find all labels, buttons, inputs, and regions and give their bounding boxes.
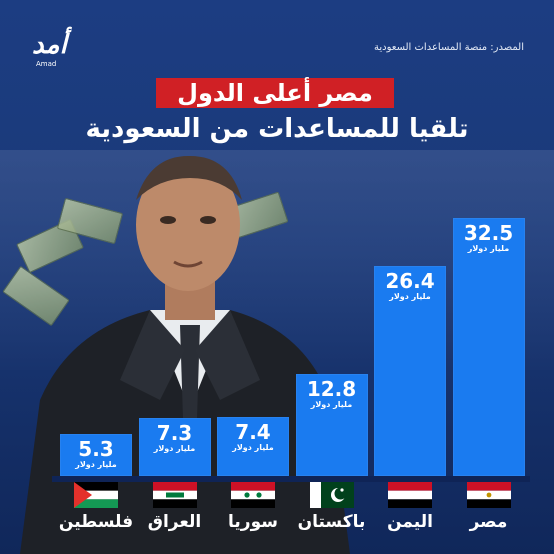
bar-value-label: 12.8 [306,377,357,401]
bar-unit-label: مليار دولار [232,443,274,452]
egypt-flag-icon [466,482,511,508]
category-label: العراق [147,512,202,532]
category-label: فلسطين [58,512,134,532]
syria-flag-icon [231,482,275,508]
bar-value-label: 7.4 [235,420,271,444]
category-label: باكستان [297,512,366,532]
bar [217,417,289,476]
bar-unit-label: مليار دولار [467,244,510,253]
bar-unit-label: مليار دولار [310,400,353,409]
logo-subtext: Amad [36,60,57,68]
category-label: سوريا [228,512,278,532]
bar-value-label: 7.3 [156,421,193,445]
source-text: المصدر: منصة المساعدات السعودية [374,42,524,53]
title-highlight: مصر أعلى الدول [156,78,394,108]
bar [60,434,132,476]
bar-value-label: 26.4 [385,269,435,293]
bar-value-label: 32.5 [463,221,514,245]
category-label: مصر [469,512,508,532]
iraq-flag-icon [152,482,197,508]
bar-value-label: 5.3 [78,437,114,461]
bar [295,374,368,476]
bar-unit-label: مليار دولار [153,444,196,453]
bar-unit-label: مليار دولار [389,292,431,301]
bar [374,266,446,476]
pakistan-flag-icon [309,482,354,508]
page-title: تلقيا للمساعدات من السعودية [85,114,469,144]
category-label: اليمن [387,512,433,532]
chart-baseline [52,476,530,482]
bar [452,218,525,476]
bar-unit-label: مليار دولار [75,460,117,469]
watermark [6,534,8,542]
palestine-flag-icon [74,482,118,508]
yemen-flag-icon [388,482,432,508]
logo: أمد [32,30,67,60]
bar [138,418,211,476]
